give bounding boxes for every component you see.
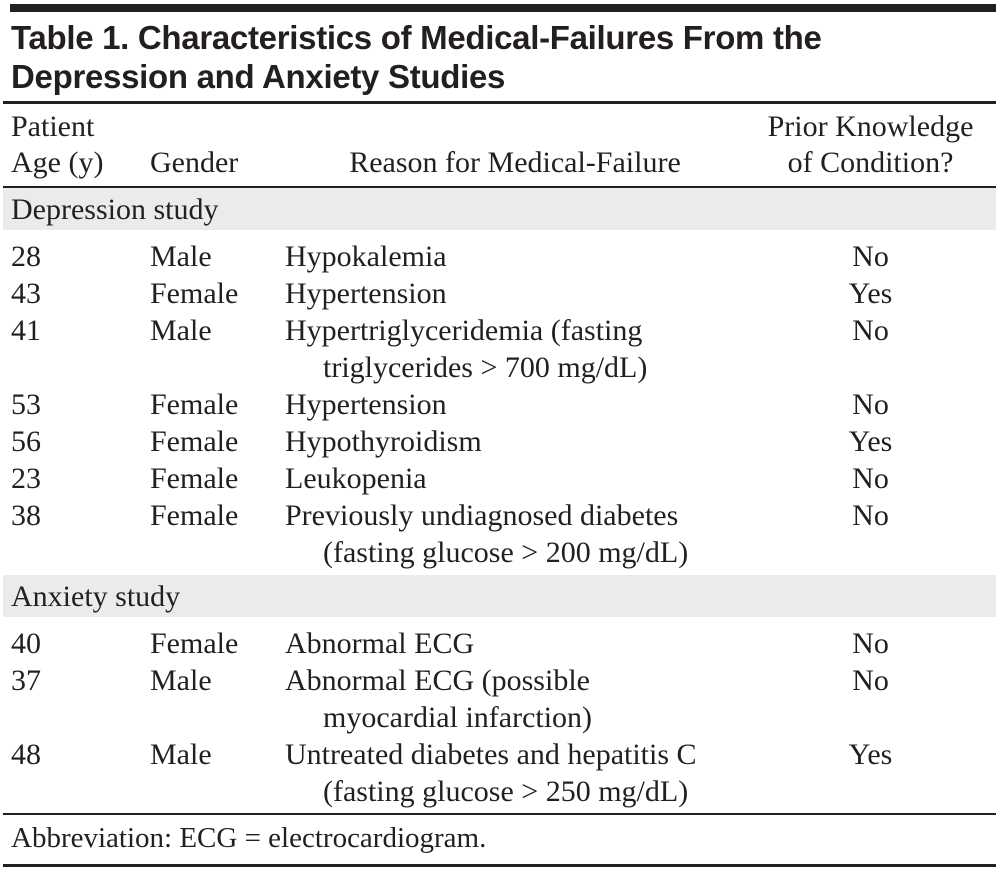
table-row: 48 Male Untreated diabetes and hepatitis… [3,736,996,813]
col-header-patient-age: Patient Age (y) [3,104,150,188]
cell-age: 43 [11,277,41,310]
top-rule-bar [10,4,996,12]
cell-prior-knowledge: No [852,388,889,421]
cell-prior-knowledge: No [852,462,889,495]
section-header-depression-study: Depression study [3,187,996,230]
table-row: 38 Female Previously undiagnosed diabete… [3,497,996,575]
cell-reason: Abnormal ECG (possible myocardial infarc… [285,664,593,734]
cell-age: 41 [11,314,41,347]
col-header-prior-knowledge: Prior Knowledge of Condition? [745,104,996,188]
cell-gender: Male [150,664,212,697]
cell-reason: Hypokalemia [285,240,447,273]
cell-reason: Abnormal ECG [285,627,475,660]
table-row: 28 Male Hypokalemia No [3,230,996,275]
cell-age: 38 [11,499,41,532]
col-header-gender: Gender [150,104,285,188]
table-body: Depression study 28 Male Hypokalemia No … [3,187,996,813]
table-row: 41 Male Hypertriglyceridemia (fasting tr… [3,312,996,386]
table-row: 56 Female Hypothyroidism Yes [3,423,996,460]
cell-reason: Hypertriglyceridemia (fasting triglyceri… [285,314,648,384]
cell-age: 53 [11,388,41,421]
cell-prior-knowledge: Yes [848,277,893,310]
table-row: 37 Male Abnormal ECG (possible myocardia… [3,662,996,736]
cell-gender: Female [150,462,239,495]
header-row: Patient Age (y) Gender Reason for Medica… [3,104,996,188]
cell-gender: Male [150,314,212,347]
cell-age: 48 [11,738,41,771]
table-footnote: Abbreviation: ECG = electrocardiogram. [3,813,996,867]
cell-gender: Female [150,425,239,458]
cell-reason: Previously undiagnosed diabetes (fasting… [285,499,689,569]
cell-age: 23 [11,462,41,495]
cell-age: 28 [11,240,41,273]
cell-prior-knowledge: No [852,627,889,660]
cell-gender: Female [150,277,239,310]
table-row: 40 Female Abnormal ECG No [3,617,996,662]
table-title: Table 1. Characteristics of Medical-Fail… [3,12,996,104]
table-row: 23 Female Leukopenia No [3,460,996,497]
cell-gender: Female [150,627,239,660]
cell-gender: Male [150,240,212,273]
cell-prior-knowledge: No [852,240,889,273]
cell-reason: Hypertension [285,277,447,310]
section-label: Depression study [3,187,996,230]
cell-gender: Female [150,499,239,532]
cell-reason: Hypothyroidism [285,425,482,458]
cell-reason: Hypertension [285,388,447,421]
cell-prior-knowledge: No [852,664,889,697]
cell-gender: Female [150,388,239,421]
section-label: Anxiety study [3,575,996,617]
cell-age: 56 [11,425,41,458]
table-header: Patient Age (y) Gender Reason for Medica… [3,104,996,188]
cell-prior-knowledge: No [852,314,889,347]
cell-prior-knowledge: Yes [848,425,893,458]
table-row: 53 Female Hypertension No [3,386,996,423]
cell-prior-knowledge: Yes [848,738,893,771]
cell-gender: Male [150,738,212,771]
table-row: 43 Female Hypertension Yes [3,275,996,312]
col-header-reason: Reason for Medical-Failure [285,104,745,188]
cell-age: 40 [11,627,41,660]
medical-failures-table: Patient Age (y) Gender Reason for Medica… [3,104,996,813]
cell-age: 37 [11,664,41,697]
cell-prior-knowledge: No [852,499,889,532]
section-header-anxiety-study: Anxiety study [3,575,996,617]
cell-reason: Untreated diabetes and hepatitis C (fast… [285,738,697,808]
cell-reason: Leukopenia [285,462,427,495]
